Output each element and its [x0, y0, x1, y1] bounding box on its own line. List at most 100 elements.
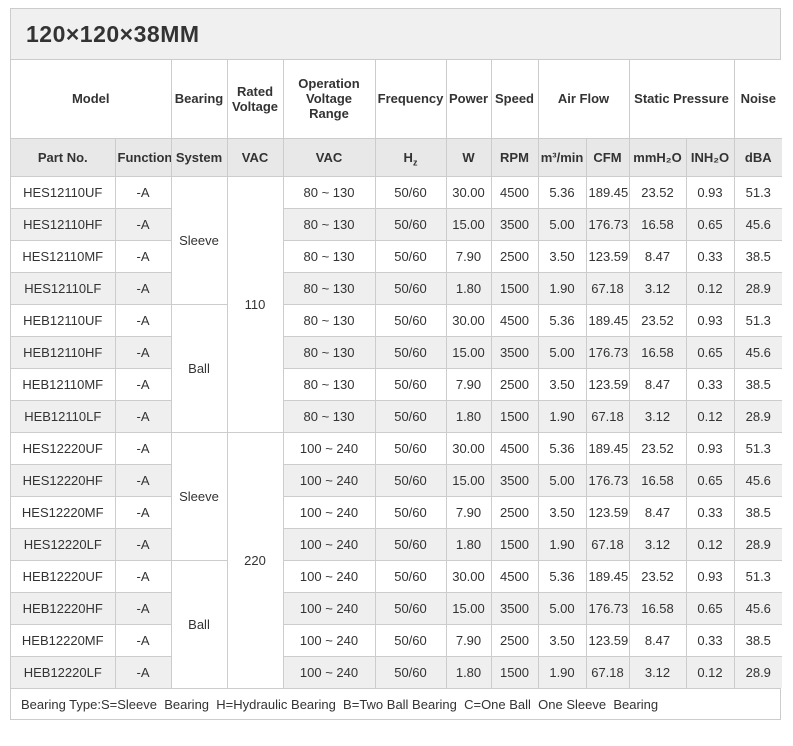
cell-function: -A: [114, 207, 172, 241]
cell-noise-dba: 45.6: [733, 335, 783, 369]
cell-airflow-m3min: 1.90: [537, 399, 587, 433]
cell-power: 30.00: [445, 431, 492, 465]
cell-airflow-cfm: 176.73: [585, 335, 630, 369]
cell-airflow-m3min: 5.36: [537, 175, 587, 209]
cell-airflow-cfm: 176.73: [585, 591, 630, 625]
subheader-function: Function: [114, 137, 172, 177]
cell-static-pressure-inh2o: 0.93: [685, 431, 735, 465]
cell-airflow-m3min: 5.00: [537, 207, 587, 241]
cell-noise-dba: 45.6: [733, 207, 783, 241]
cell-frequency: 50/60: [374, 655, 447, 689]
cell-part-no: HES12110UF: [10, 175, 116, 209]
cell-noise-dba: 51.3: [733, 303, 783, 337]
cell-power: 7.90: [445, 623, 492, 657]
cell-operation-voltage-range: 100 ~ 240: [282, 431, 376, 465]
cell-function: -A: [114, 367, 172, 401]
cell-part-no: HEB12110MF: [10, 367, 116, 401]
cell-power: 1.80: [445, 271, 492, 305]
cell-static-pressure-mmh2o: 16.58: [628, 591, 687, 625]
cell-part-no: HES12220MF: [10, 495, 116, 529]
cell-airflow-cfm: 123.59: [585, 367, 630, 401]
cell-rated-voltage: 220: [226, 431, 284, 689]
cell-static-pressure-inh2o: 0.12: [685, 655, 735, 689]
cell-airflow-cfm: 67.18: [585, 399, 630, 433]
cell-frequency: 50/60: [374, 591, 447, 625]
cell-static-pressure-mmh2o: 23.52: [628, 431, 687, 465]
cell-frequency: 50/60: [374, 431, 447, 465]
cell-airflow-cfm: 123.59: [585, 239, 630, 273]
subheader-system: System: [170, 137, 228, 177]
table-row: HES12110MF -A 80 ~ 130 50/60 7.90 2500 3.50 123…: [10, 239, 783, 273]
table-row: HES12110LF -A 80 ~ 130 50/60 1.80 1500 1.90 67.…: [10, 271, 783, 305]
col-header-speed: Speed: [490, 59, 539, 139]
cell-noise-dba: 38.5: [733, 495, 783, 529]
cell-frequency: 50/60: [374, 303, 447, 337]
cell-operation-voltage-range: 80 ~ 130: [282, 399, 376, 433]
subheader-watts: W: [445, 137, 492, 177]
cell-bearing-system: Sleeve: [170, 431, 228, 561]
cell-speed: 3500: [490, 591, 539, 625]
cell-operation-voltage-range: 100 ~ 240: [282, 559, 376, 593]
cell-part-no: HEB12220LF: [10, 655, 116, 689]
cell-power: 1.80: [445, 655, 492, 689]
cell-airflow-m3min: 5.36: [537, 303, 587, 337]
cell-airflow-m3min: 1.90: [537, 655, 587, 689]
cell-part-no: HES12220LF: [10, 527, 116, 561]
cell-power: 15.00: [445, 463, 492, 497]
cell-power: 7.90: [445, 367, 492, 401]
cell-frequency: 50/60: [374, 335, 447, 369]
table-row: HEB12220LF -A 100 ~ 240 50/60 1.80 1500 1.90 67…: [10, 655, 783, 689]
cell-power: 15.00: [445, 591, 492, 625]
cell-power: 30.00: [445, 303, 492, 337]
cell-static-pressure-mmh2o: 23.52: [628, 175, 687, 209]
cell-rated-voltage: 110: [226, 175, 284, 433]
subheader-rated-vac: VAC: [226, 137, 284, 177]
cell-static-pressure-mmh2o: 3.12: [628, 399, 687, 433]
spec-table: Model Bearing Rated Voltage Operation Vo…: [10, 59, 783, 689]
cell-function: -A: [114, 335, 172, 369]
cell-speed: 4500: [490, 431, 539, 465]
cell-part-no: HES12110HF: [10, 207, 116, 241]
subheader-m3min: m³/min: [537, 137, 587, 177]
cell-bearing-system: Sleeve: [170, 175, 228, 305]
cell-static-pressure-mmh2o: 16.58: [628, 335, 687, 369]
subheader-mmh2o: mmH₂O: [628, 137, 687, 177]
cell-speed: 3500: [490, 463, 539, 497]
cell-airflow-cfm: 189.45: [585, 175, 630, 209]
cell-airflow-m3min: 3.50: [537, 623, 587, 657]
cell-frequency: 50/60: [374, 399, 447, 433]
table-row: HES12220MF -A 100 ~ 240 50/60 7.90 2500 3.50 12…: [10, 495, 783, 529]
cell-function: -A: [114, 591, 172, 625]
col-header-frequency: Frequency: [374, 59, 447, 139]
subheader-cfm: CFM: [585, 137, 630, 177]
cell-part-no: HEB12220MF: [10, 623, 116, 657]
cell-part-no: HES12220UF: [10, 431, 116, 465]
subheader-dba: dBA: [733, 137, 783, 177]
cell-speed: 4500: [490, 175, 539, 209]
cell-static-pressure-mmh2o: 16.58: [628, 463, 687, 497]
table-row: HEB12110UF -A Ball 80 ~ 130 50/60 30.00 4500 5.…: [10, 303, 783, 433]
cell-power: 1.80: [445, 399, 492, 433]
header-group-row: Model Bearing Rated Voltage Operation Vo…: [10, 59, 783, 139]
cell-speed: 2500: [490, 623, 539, 657]
cell-function: -A: [114, 527, 172, 561]
cell-part-no: HES12110LF: [10, 271, 116, 305]
cell-frequency: 50/60: [374, 495, 447, 529]
cell-operation-voltage-range: 80 ~ 130: [282, 335, 376, 369]
cell-speed: 2500: [490, 495, 539, 529]
cell-frequency: 50/60: [374, 367, 447, 401]
page-title: 120×120×38MM: [11, 9, 780, 60]
cell-speed: 3500: [490, 335, 539, 369]
cell-noise-dba: 28.9: [733, 527, 783, 561]
cell-airflow-cfm: 189.45: [585, 303, 630, 337]
table-row: HEB12110HF -A 80 ~ 130 50/60 15.00 3500 5.00 17…: [10, 335, 783, 369]
spec-panel: 120×120×38MM Model Bearing Rated Voltage…: [10, 8, 783, 720]
cell-operation-voltage-range: 80 ~ 130: [282, 207, 376, 241]
cell-frequency: 50/60: [374, 207, 447, 241]
cell-static-pressure-inh2o: 0.33: [685, 239, 735, 273]
cell-airflow-m3min: 3.50: [537, 239, 587, 273]
cell-static-pressure-inh2o: 0.65: [685, 591, 735, 625]
table-row: HEB12220UF -A Ball 100 ~ 240 50/60 30.00 4500 5…: [10, 559, 783, 689]
cell-operation-voltage-range: 100 ~ 240: [282, 655, 376, 689]
cell-operation-voltage-range: 100 ~ 240: [282, 527, 376, 561]
